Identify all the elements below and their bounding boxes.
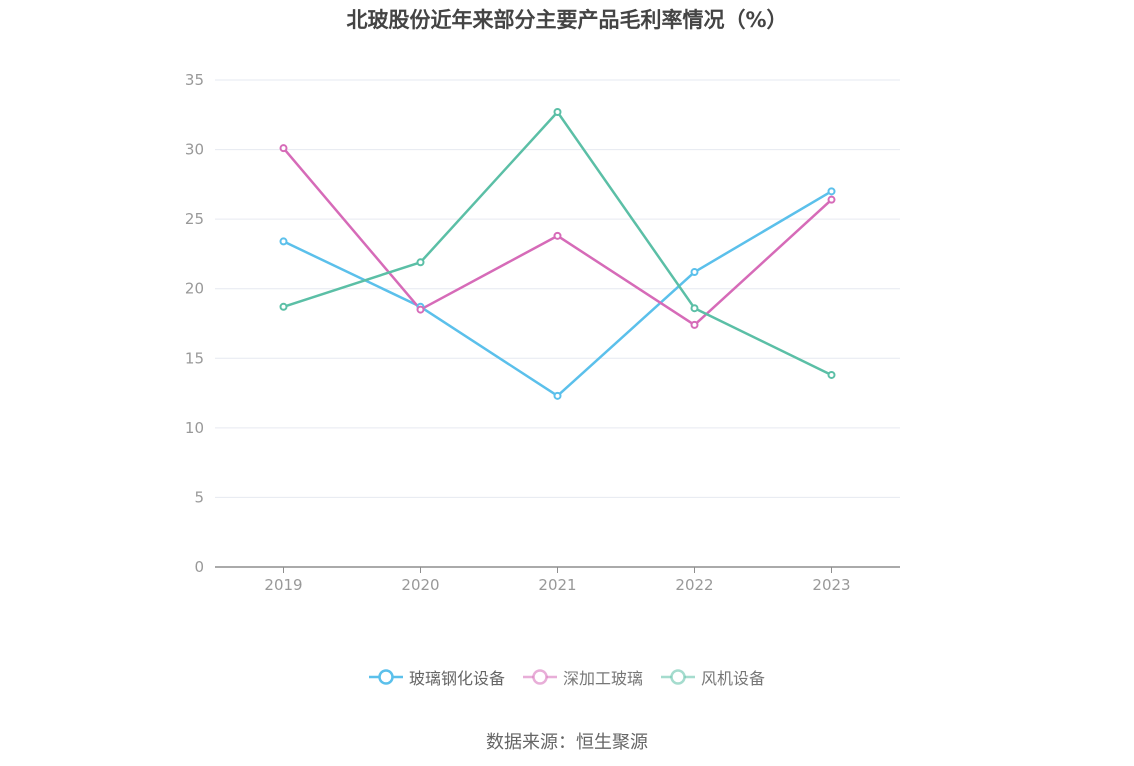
y-tick-label: 20 bbox=[185, 280, 204, 298]
x-tick-label: 2021 bbox=[538, 576, 576, 594]
data-point[interactable] bbox=[553, 231, 562, 240]
data-point[interactable] bbox=[553, 108, 562, 117]
data-point[interactable] bbox=[690, 304, 699, 313]
y-tick-label: 0 bbox=[194, 558, 204, 576]
series-line-1 bbox=[282, 190, 833, 398]
y-tick-label: 35 bbox=[185, 71, 204, 89]
legend-swatch-icon bbox=[661, 669, 695, 685]
chart-plot: 0 5 10 15 20 25 30 35 2019 2020 2021 2022 2023 bbox=[185, 71, 900, 594]
legend-label: 风机设备 bbox=[701, 669, 766, 688]
legend-label: 深加工玻璃 bbox=[562, 669, 643, 688]
chart-title: 北玻股份近年来部分主要产品毛利率情况（%） bbox=[346, 8, 788, 32]
y-tick-label: 25 bbox=[185, 210, 204, 228]
data-point[interactable] bbox=[279, 237, 288, 246]
series-layer bbox=[279, 108, 836, 400]
legend: 玻璃钢化设备 深加工玻璃 风机设备 bbox=[0, 665, 1134, 689]
y-tick-label: 10 bbox=[185, 419, 204, 437]
legend-item-3[interactable]: 风机设备 bbox=[661, 665, 765, 689]
data-point[interactable] bbox=[690, 320, 699, 329]
data-point[interactable] bbox=[827, 187, 836, 196]
data-point[interactable] bbox=[827, 370, 836, 379]
y-tick-label: 5 bbox=[194, 488, 204, 506]
data-point[interactable] bbox=[416, 305, 425, 314]
axes: 0 5 10 15 20 25 30 35 2019 2020 2021 2022 2023 bbox=[185, 71, 900, 594]
x-tick-label: 2022 bbox=[675, 576, 713, 594]
legend-swatch-icon bbox=[368, 669, 403, 685]
data-point[interactable] bbox=[279, 144, 288, 153]
x-tick-label: 2020 bbox=[401, 576, 439, 594]
y-tick-label: 30 bbox=[185, 141, 204, 159]
data-point[interactable] bbox=[553, 391, 562, 400]
source-note: 数据来源：恒生聚源 bbox=[486, 732, 648, 753]
legend-label: 玻璃钢化设备 bbox=[408, 669, 505, 688]
data-point[interactable] bbox=[279, 302, 288, 311]
x-tick-label: 2019 bbox=[264, 576, 302, 594]
x-tick-label: 2023 bbox=[812, 576, 850, 594]
gridlines bbox=[215, 79, 900, 498]
legend-item-2[interactable]: 深加工玻璃 bbox=[522, 665, 643, 689]
y-tick-label: 15 bbox=[185, 349, 204, 367]
data-point[interactable] bbox=[690, 268, 699, 277]
legend-swatch-icon bbox=[522, 669, 557, 685]
legend-item-1[interactable]: 玻璃钢化设备 bbox=[368, 665, 505, 689]
data-point[interactable] bbox=[827, 195, 836, 204]
data-point[interactable] bbox=[416, 258, 425, 267]
